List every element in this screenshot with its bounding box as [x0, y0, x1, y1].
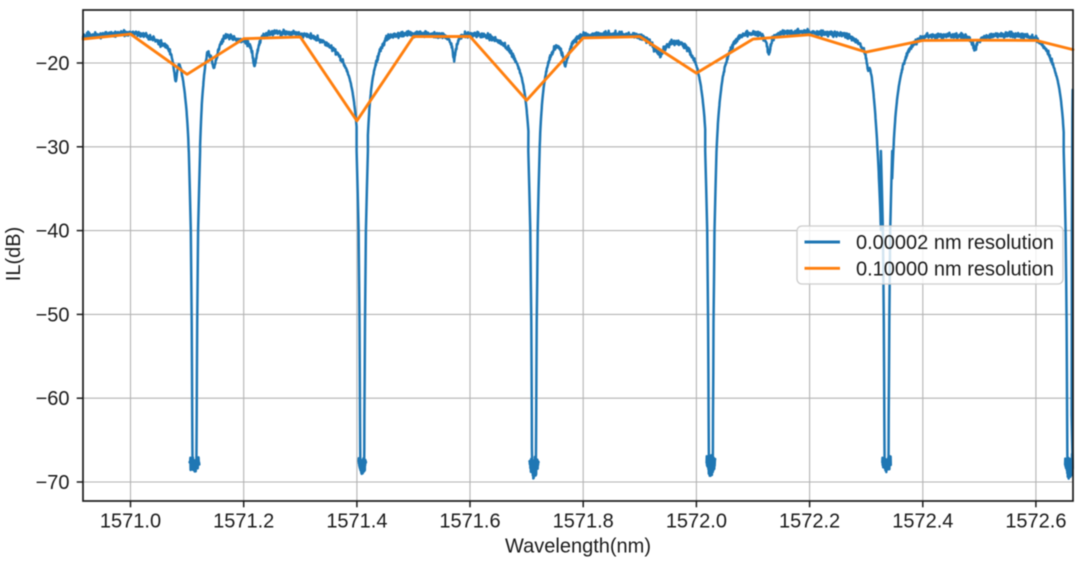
svg-text:−30: −30 [36, 137, 70, 159]
svg-text:1571.8: 1571.8 [553, 511, 614, 533]
svg-text:−60: −60 [36, 388, 70, 410]
svg-text:−70: −70 [36, 472, 70, 494]
svg-text:1572.4: 1572.4 [892, 511, 953, 533]
svg-text:IL(dB): IL(dB) [3, 227, 25, 281]
svg-text:Wavelength(nm): Wavelength(nm) [505, 536, 651, 558]
svg-text:1572.6: 1572.6 [1005, 511, 1066, 533]
svg-text:1571.2: 1571.2 [213, 511, 274, 533]
svg-text:0.00002 nm resolution: 0.00002 nm resolution [856, 232, 1054, 254]
svg-text:0.10000 nm resolution: 0.10000 nm resolution [856, 258, 1054, 280]
svg-text:1571.6: 1571.6 [439, 511, 500, 533]
svg-text:−20: −20 [36, 53, 70, 75]
svg-text:1571.4: 1571.4 [326, 511, 387, 533]
svg-text:1571.0: 1571.0 [100, 511, 161, 533]
svg-text:−40: −40 [36, 221, 70, 243]
svg-text:−50: −50 [36, 304, 70, 326]
svg-text:1572.2: 1572.2 [779, 511, 840, 533]
svg-text:1572.0: 1572.0 [666, 511, 727, 533]
